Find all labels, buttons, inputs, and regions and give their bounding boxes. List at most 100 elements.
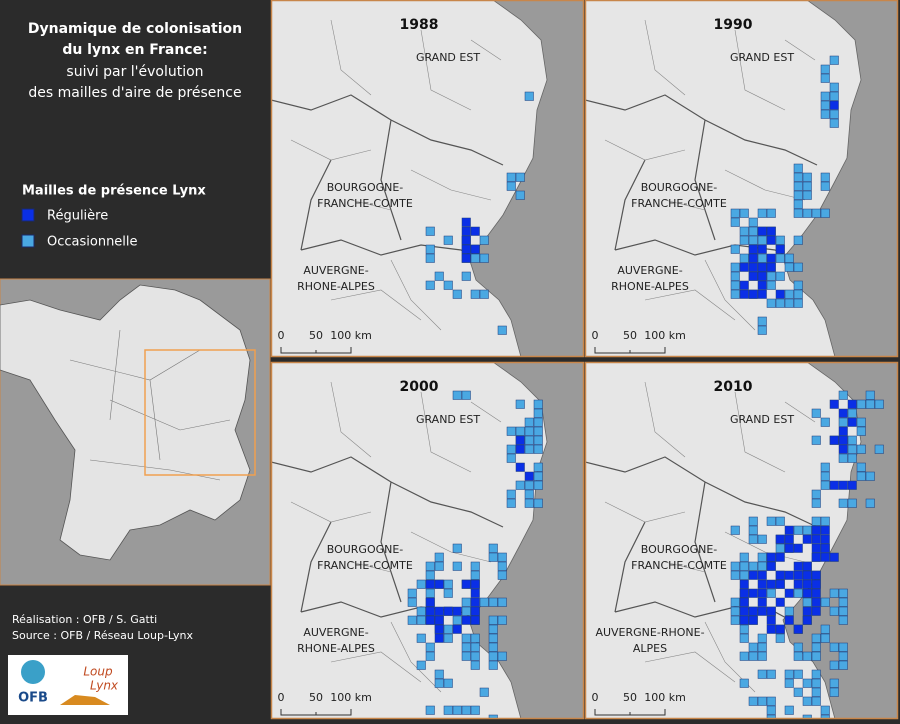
cell-occasional xyxy=(470,642,480,652)
cell-occasional xyxy=(856,462,866,472)
cell-occasional xyxy=(811,696,821,706)
cell-regular xyxy=(775,289,785,299)
cell-regular xyxy=(748,615,758,625)
cell-occasional xyxy=(497,570,507,580)
cell-occasional xyxy=(488,651,498,661)
cell-occasional xyxy=(488,552,498,562)
cell-occasional xyxy=(524,91,534,101)
region-label: GRAND EST xyxy=(416,413,480,426)
cell-occasional xyxy=(739,208,749,218)
cell-regular xyxy=(461,235,471,245)
cell-occasional xyxy=(757,552,767,562)
cell-occasional xyxy=(820,624,830,634)
scale-label: 50 xyxy=(623,691,637,704)
cell-regular xyxy=(820,525,830,535)
cell-occasional xyxy=(524,498,534,508)
cell-occasional xyxy=(766,298,776,308)
cell-regular xyxy=(820,534,830,544)
cell-occasional xyxy=(793,298,803,308)
cell-occasional xyxy=(739,678,749,688)
cell-occasional xyxy=(739,235,749,245)
cell-occasional xyxy=(533,498,543,508)
cell-regular xyxy=(775,552,785,562)
cell-regular xyxy=(434,633,444,643)
cell-regular xyxy=(829,100,839,110)
department-border xyxy=(604,19,816,331)
cell-regular xyxy=(775,570,785,580)
cell-regular xyxy=(739,579,749,589)
cell-regular xyxy=(811,597,821,607)
cell-occasional xyxy=(748,651,758,661)
logo-text: OFB xyxy=(18,691,48,706)
cell-occasional xyxy=(533,408,543,418)
cell-regular xyxy=(820,543,830,553)
cell-occasional xyxy=(847,453,857,463)
cell-regular xyxy=(793,543,803,553)
cell-occasional xyxy=(488,642,498,652)
cell-regular xyxy=(829,399,839,409)
region-label: BOURGOGNE- xyxy=(641,181,718,194)
cell-occasional xyxy=(515,480,525,490)
cell-regular xyxy=(748,606,758,616)
cell-occasional xyxy=(838,606,848,616)
cell-occasional xyxy=(407,615,417,625)
cell-occasional xyxy=(470,660,480,670)
department-border xyxy=(290,381,502,693)
cell-regular xyxy=(811,579,821,589)
cell-occasional xyxy=(434,561,444,571)
cell-occasional xyxy=(766,669,776,679)
panel-frame xyxy=(584,361,899,720)
cell-regular xyxy=(829,552,839,562)
cell-occasional xyxy=(443,678,453,688)
panel-frame xyxy=(270,0,585,358)
cell-occasional xyxy=(802,696,812,706)
panel-labels: 1988 GRAND EST BOURGOGNE- FRANCHE-COMTE AUVE… xyxy=(270,0,585,358)
cell-regular xyxy=(802,561,812,571)
cell-occasional xyxy=(838,498,848,508)
cell-occasional xyxy=(443,624,453,634)
cell-occasional xyxy=(425,570,435,580)
cell-regular xyxy=(793,561,803,571)
cell-occasional xyxy=(829,118,839,128)
cell-regular xyxy=(461,615,471,625)
cell-regular xyxy=(766,262,776,272)
cell-occasional xyxy=(434,552,444,562)
cell-regular xyxy=(811,534,821,544)
cell-regular xyxy=(757,226,767,236)
cell-occasional xyxy=(838,453,848,463)
cell-regular xyxy=(766,253,776,263)
cell-regular xyxy=(452,606,462,616)
cell-occasional xyxy=(748,642,758,652)
cell-regular xyxy=(775,597,785,607)
cell-regular xyxy=(515,444,525,454)
france-land xyxy=(0,284,251,561)
region-label: GRAND EST xyxy=(416,51,480,64)
cell-regular xyxy=(524,471,534,481)
cell-occasional xyxy=(775,253,785,263)
cell-regular xyxy=(452,624,462,634)
cell-occasional xyxy=(793,280,803,290)
cell-regular xyxy=(470,226,480,236)
cell-occasional xyxy=(739,624,749,634)
cell-occasional xyxy=(533,435,543,445)
cell-occasional xyxy=(838,588,848,598)
cell-occasional xyxy=(757,316,767,326)
scale-label: 50 xyxy=(623,329,637,342)
map-panel xyxy=(271,362,584,719)
subtitle: suivi par l'évolution xyxy=(66,64,203,80)
year-label: 1990 xyxy=(714,17,753,33)
cell-occasional xyxy=(506,181,516,191)
scale-bar xyxy=(594,347,666,354)
cell-occasional xyxy=(470,633,480,643)
cell-regular xyxy=(802,615,812,625)
cell-occasional xyxy=(416,606,426,616)
cell-occasional xyxy=(497,615,507,625)
map-panel xyxy=(585,362,898,719)
cell-regular xyxy=(748,289,758,299)
panel-frame xyxy=(584,0,899,358)
region-label: FRANCHE-COMTE xyxy=(317,197,413,210)
panel-labels: 1990 GRAND EST BOURGOGNE- FRANCHE-COMTE AUVE… xyxy=(584,0,899,358)
cell-occasional xyxy=(829,109,839,119)
cell-occasional xyxy=(784,289,794,299)
cell-regular xyxy=(748,570,758,580)
